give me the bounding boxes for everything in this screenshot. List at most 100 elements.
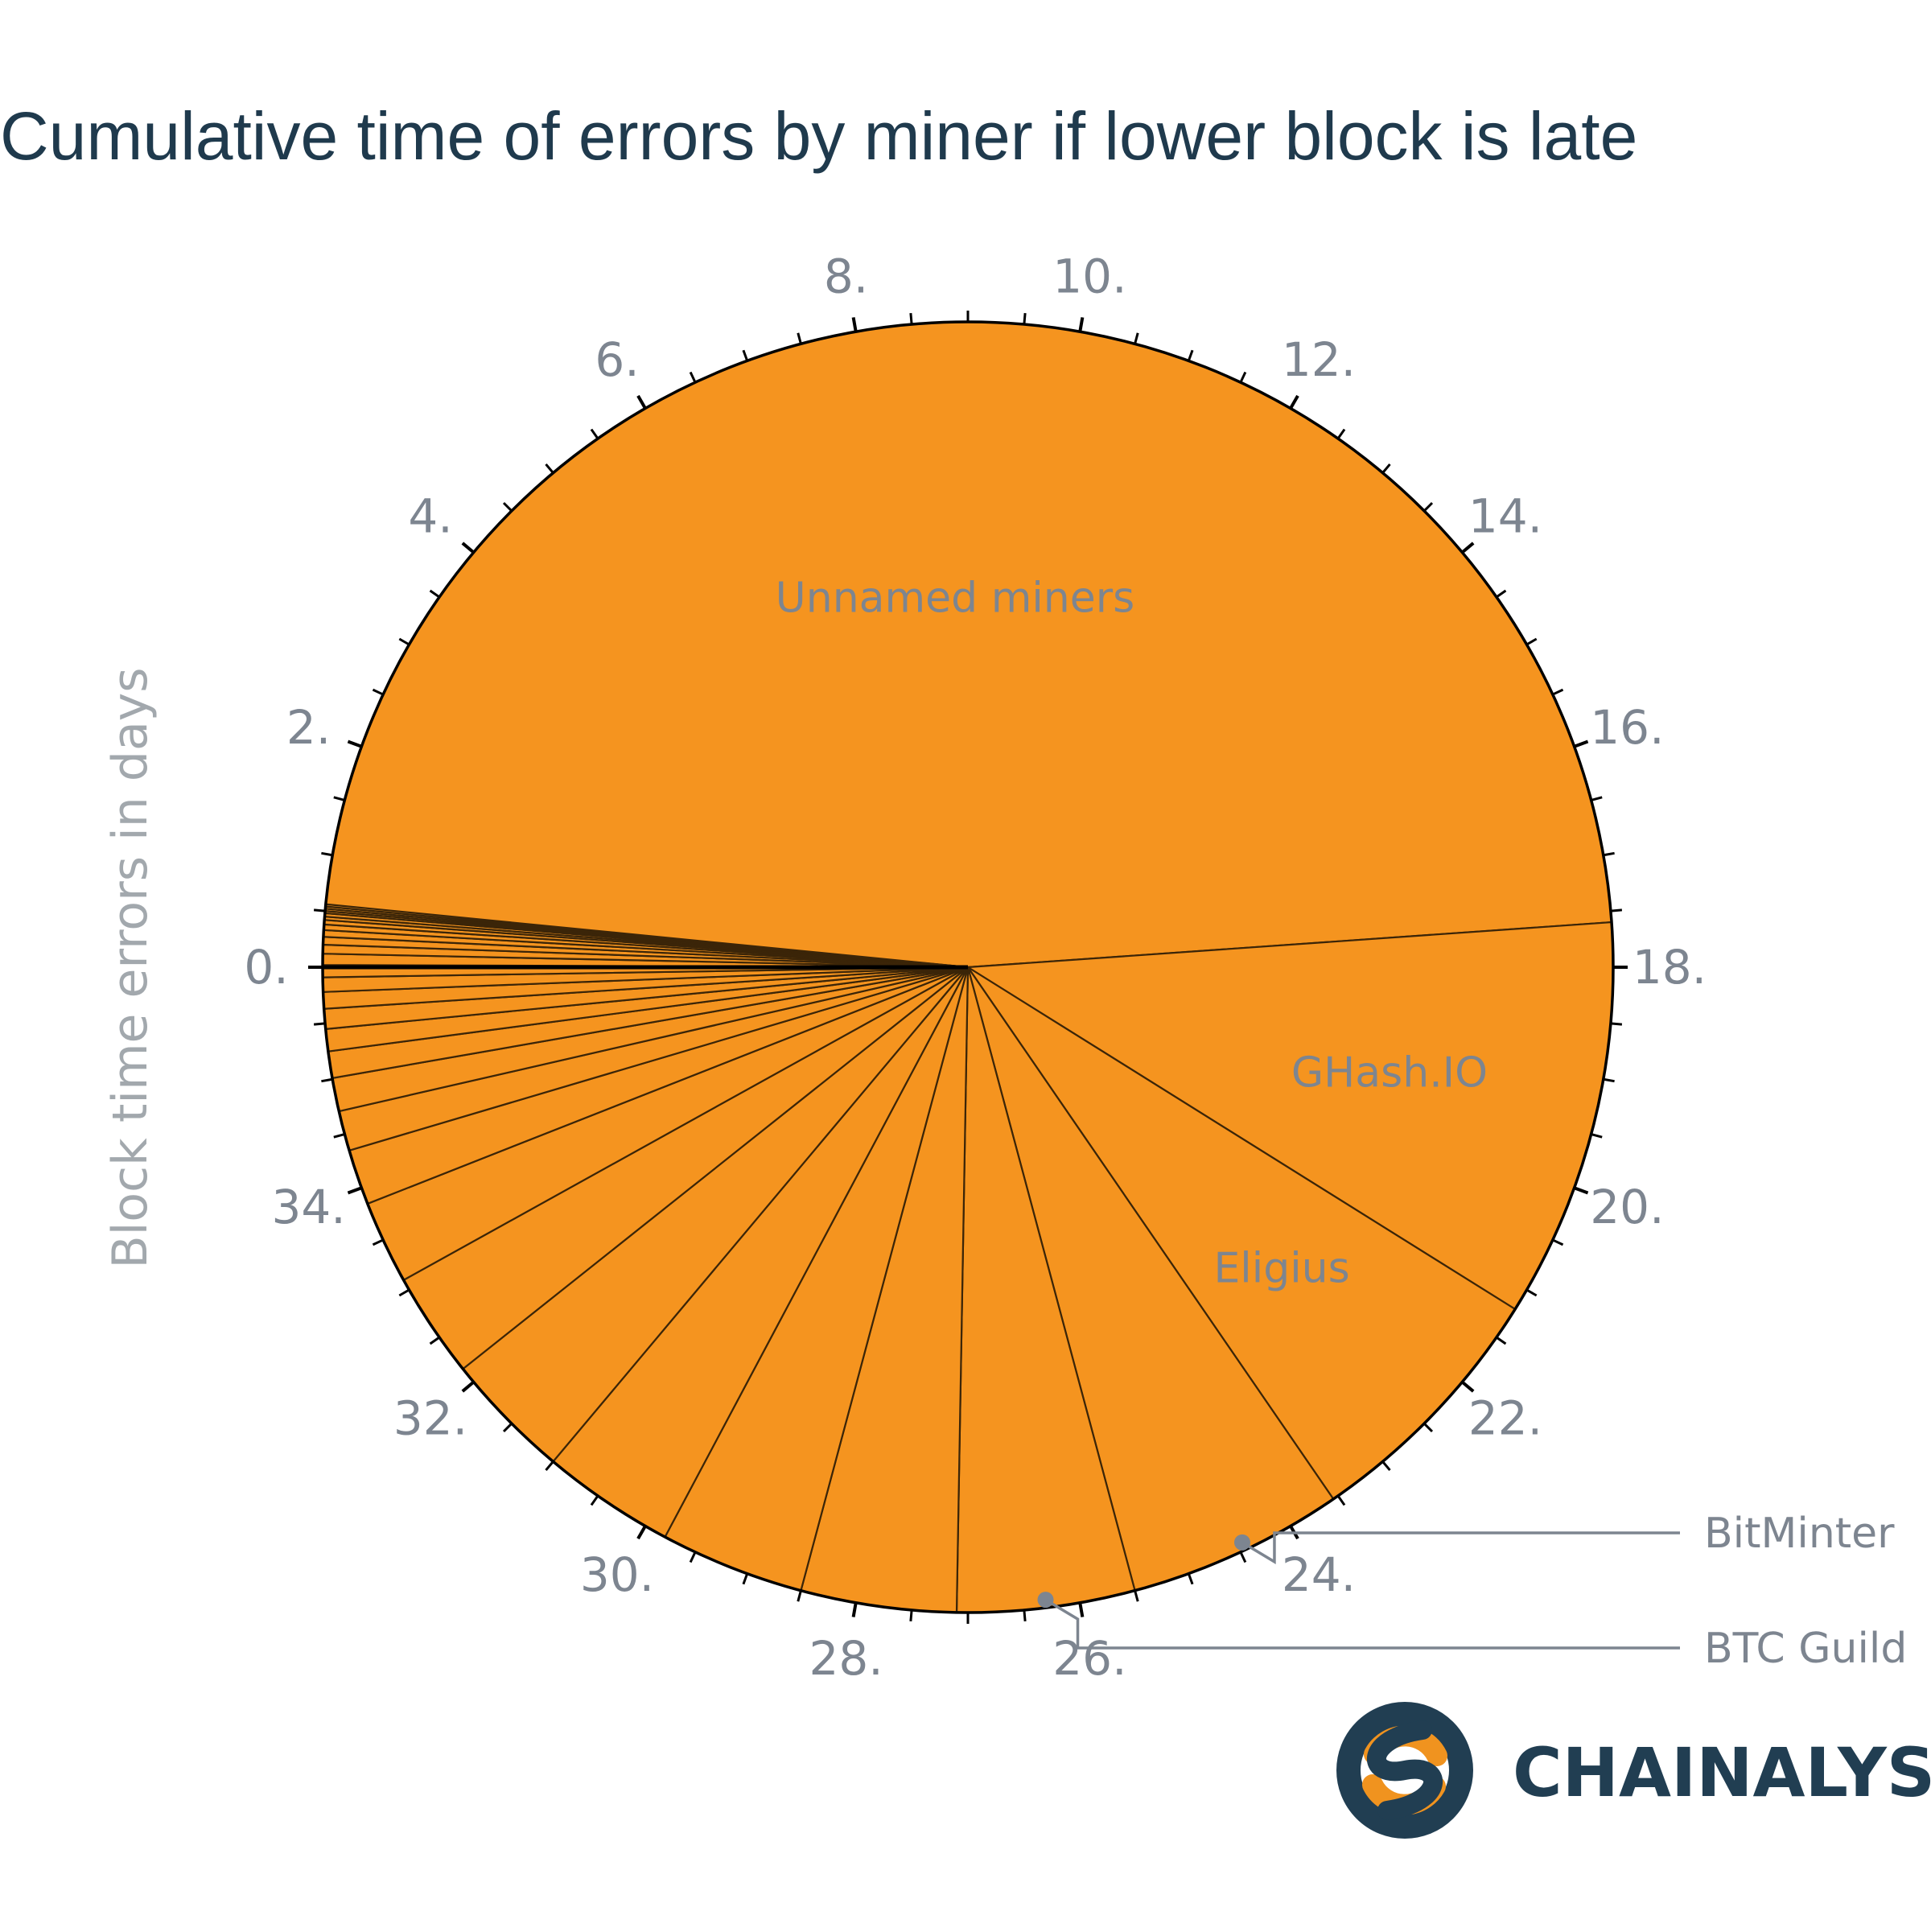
major-tick bbox=[1078, 317, 1085, 332]
callout-leader bbox=[1044, 1598, 1680, 1650]
minor-tick bbox=[545, 463, 554, 474]
chainalysis-wordmark: CHAINALYSIS bbox=[1513, 1733, 1931, 1812]
minor-tick bbox=[1610, 908, 1623, 912]
major-tick bbox=[347, 1186, 363, 1195]
minor-tick bbox=[1525, 1288, 1538, 1297]
minor-tick bbox=[321, 1077, 333, 1083]
minor-tick bbox=[1336, 428, 1346, 439]
minor-tick bbox=[1023, 312, 1027, 325]
major-tick bbox=[461, 1380, 475, 1393]
minor-tick bbox=[797, 332, 802, 344]
minor-tick bbox=[1603, 851, 1615, 857]
angular-tick-labels: 0. 2. 4. 6. 8. 10. 12. 14. 16. 18. 20. 22. 24. 26. 28.… bbox=[244, 249, 1707, 1686]
minor-tick bbox=[1552, 1238, 1564, 1246]
minor-tick bbox=[689, 1551, 697, 1563]
tick-label: 30. bbox=[580, 1547, 654, 1602]
major-tick bbox=[1289, 394, 1299, 410]
callout-leader bbox=[1241, 1531, 1680, 1564]
minor-tick bbox=[429, 1336, 440, 1345]
major-tick bbox=[1573, 1186, 1589, 1195]
major-tick bbox=[851, 317, 858, 332]
minor-tick bbox=[1423, 501, 1434, 512]
minor-tick bbox=[689, 371, 697, 383]
minor-tick bbox=[1239, 371, 1247, 383]
minor-tick bbox=[1023, 1609, 1027, 1622]
pie-slices bbox=[321, 320, 1615, 1614]
slice-unnamed-miners bbox=[321, 320, 1613, 969]
minor-tick bbox=[1525, 637, 1538, 646]
angular-ticks bbox=[308, 311, 1628, 1624]
major-tick bbox=[636, 1525, 647, 1540]
major-tick bbox=[1461, 542, 1475, 554]
minor-tick bbox=[429, 589, 440, 599]
logo-link-s bbox=[1367, 1720, 1443, 1820]
tick-label: 12. bbox=[1282, 332, 1356, 387]
minor-tick bbox=[1381, 463, 1391, 474]
tick-label: 4. bbox=[408, 488, 452, 543]
tick-label: 28. bbox=[809, 1631, 883, 1686]
tick-label: 8. bbox=[824, 249, 868, 303]
minor-tick bbox=[333, 796, 345, 801]
minor-tick bbox=[1239, 1551, 1247, 1563]
tick-label: 18. bbox=[1632, 940, 1707, 995]
major-tick bbox=[461, 542, 475, 554]
minor-tick bbox=[909, 312, 913, 325]
minor-tick bbox=[1336, 1495, 1346, 1506]
minor-tick bbox=[1552, 688, 1564, 696]
tick-label: 0. bbox=[244, 940, 288, 995]
slice-labels: Unnamed miners GHash.IO Eligius bbox=[776, 574, 1488, 1292]
tick-label: 34. bbox=[271, 1180, 345, 1234]
minor-tick bbox=[1496, 589, 1507, 599]
logo-ring bbox=[1336, 1702, 1473, 1839]
tick-label: 32. bbox=[393, 1391, 467, 1446]
minor-tick bbox=[398, 637, 410, 646]
minor-tick bbox=[333, 1133, 345, 1139]
chainalysis-logo: CHAINALYSIS bbox=[1336, 1702, 1931, 1839]
minor-tick bbox=[1381, 1460, 1391, 1472]
minor-tick bbox=[1603, 1077, 1615, 1083]
minor-tick bbox=[1496, 1336, 1507, 1345]
callout-label: BTC Guild bbox=[1704, 1625, 1907, 1673]
tick-label: 20. bbox=[1590, 1180, 1664, 1234]
callout-label: BitMinter bbox=[1704, 1510, 1895, 1558]
tick-label: 26. bbox=[1052, 1631, 1126, 1686]
minor-tick bbox=[1134, 1590, 1139, 1602]
tick-label: 22. bbox=[1468, 1391, 1542, 1446]
minor-tick bbox=[372, 1238, 384, 1246]
minor-tick bbox=[321, 851, 333, 857]
minor-tick bbox=[1591, 796, 1603, 801]
minor-tick bbox=[502, 501, 513, 512]
minor-tick bbox=[1134, 332, 1139, 344]
chainalysis-logo-icon bbox=[1336, 1702, 1473, 1839]
minor-tick bbox=[590, 1495, 599, 1506]
minor-tick bbox=[797, 1590, 802, 1602]
slice-label: GHash.IO bbox=[1291, 1049, 1488, 1098]
minor-tick bbox=[1423, 1423, 1434, 1433]
chart-title: Cumulative time of errors by miner if lo… bbox=[0, 98, 1637, 174]
callouts: BitMinter BTC Guild bbox=[1037, 1510, 1907, 1673]
major-tick bbox=[347, 739, 363, 748]
minor-tick bbox=[372, 688, 384, 696]
slice-label: Eligius bbox=[1213, 1244, 1349, 1292]
major-tick bbox=[636, 394, 647, 410]
minor-tick bbox=[545, 1460, 554, 1472]
tick-label: 6. bbox=[595, 332, 639, 387]
minor-tick bbox=[1187, 1573, 1194, 1585]
major-tick bbox=[1573, 739, 1589, 748]
slice-label: Unnamed miners bbox=[776, 574, 1135, 622]
minor-tick bbox=[1591, 1133, 1603, 1139]
minor-tick bbox=[909, 1609, 913, 1622]
tick-label: 14. bbox=[1468, 488, 1542, 543]
tick-label: 2. bbox=[286, 700, 331, 755]
minor-tick bbox=[313, 908, 326, 912]
minor-tick bbox=[502, 1423, 513, 1433]
tick-label: 16. bbox=[1590, 700, 1664, 755]
minor-tick bbox=[742, 349, 749, 361]
minor-tick bbox=[590, 428, 599, 439]
minor-tick bbox=[398, 1288, 410, 1297]
y-axis-title: Block time errors in days bbox=[102, 668, 159, 1269]
major-tick bbox=[1078, 1602, 1085, 1617]
major-tick bbox=[851, 1602, 858, 1617]
tick-label: 24. bbox=[1282, 1547, 1356, 1602]
